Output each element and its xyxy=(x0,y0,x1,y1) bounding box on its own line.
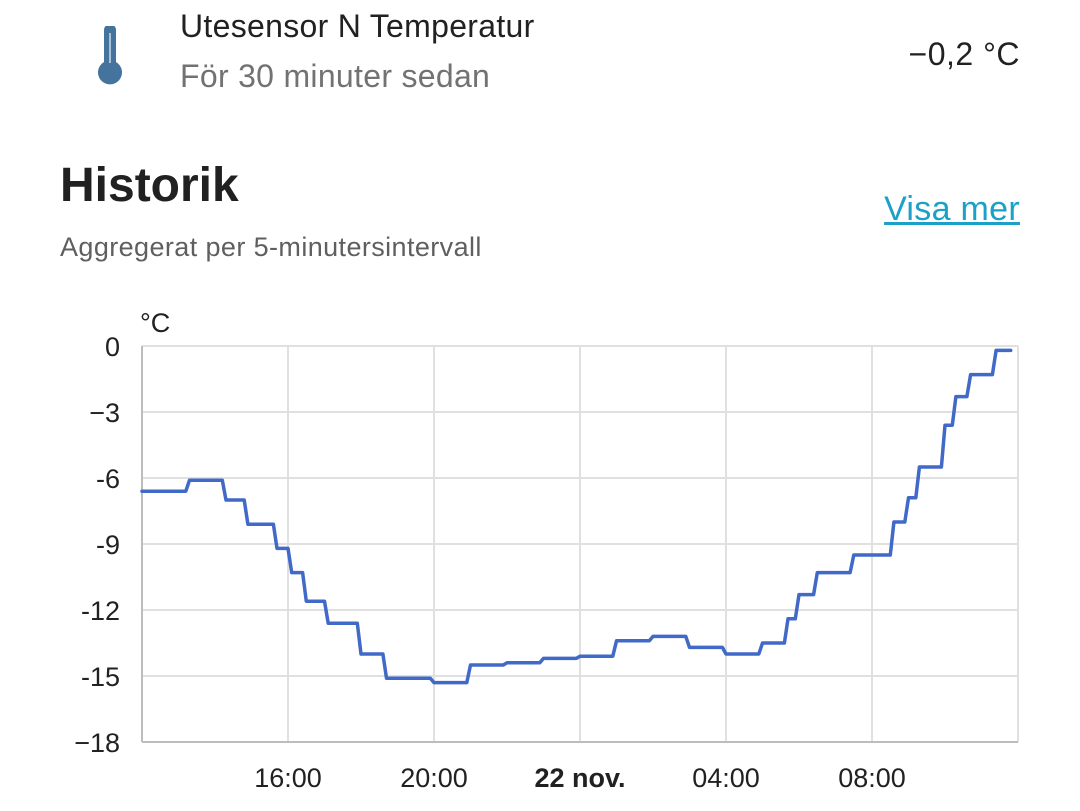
thermometer-icon xyxy=(98,26,122,85)
last-changed-text: För 30 minuter sedan xyxy=(180,58,491,94)
y-unit-label: °C xyxy=(140,308,170,338)
y-tick-label: -6 xyxy=(96,464,120,494)
history-chart[interactable]: 0 −3 -6 -9 -12 -15 −18 16:00 20:00 22 nov. 04:00 08… xyxy=(0,290,1080,811)
temperature-series-line xyxy=(140,348,1013,685)
entity-state-value: −0,2 °C xyxy=(908,36,1020,72)
y-tick-label: −3 xyxy=(89,398,120,428)
x-tick-label: 22 nov. xyxy=(534,763,625,793)
y-tick-label: 0 xyxy=(105,332,120,362)
entity-row[interactable]: Utesensor N Temperatur För 30 minuter se… xyxy=(0,0,1080,110)
y-tick-label: -9 xyxy=(96,530,120,560)
show-more-link[interactable]: Visa mer xyxy=(884,190,1020,228)
y-tick-label: −18 xyxy=(74,728,120,758)
entity-name: Utesensor N Temperatur xyxy=(180,8,535,44)
y-tick-label: -12 xyxy=(81,596,120,626)
x-tick-label: 08:00 xyxy=(838,763,906,793)
y-tick-label: -15 xyxy=(81,662,120,692)
x-tick-label: 04:00 xyxy=(692,763,760,793)
history-title: Historik xyxy=(60,159,239,212)
x-tick-label: 16:00 xyxy=(254,763,322,793)
history-subtitle: Aggregerat per 5-minutersintervall xyxy=(60,232,482,262)
x-tick-label: 20:00 xyxy=(400,763,468,793)
